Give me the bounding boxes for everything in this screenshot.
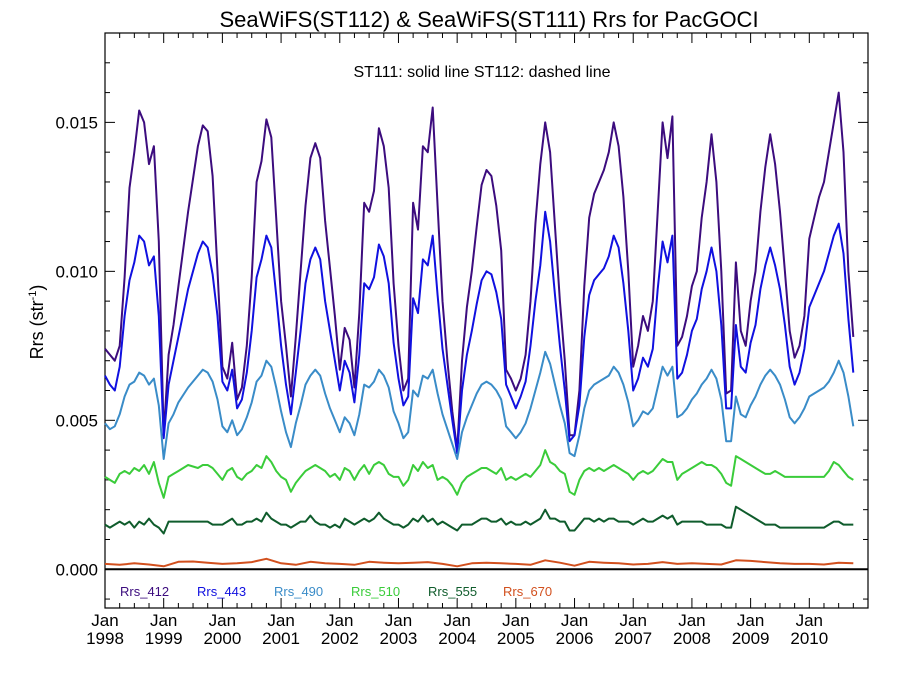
x-tick-month-label: Jan [209,611,236,630]
legend-entry-rrs-443: Rrs_443 [197,584,246,599]
y-tick-label: 0.015 [55,113,98,132]
x-tick-month-label: Jan [443,611,470,630]
series-line-rrs-490 [104,350,855,460]
x-tick-month-label: Jan [561,611,588,630]
x-tick-month-label: Jan [796,611,823,630]
y-axis-label-end: ) [27,285,47,291]
y-axis-label-superscript: -1 [27,291,39,301]
y-axis-label: Rrs (str-1) [27,285,47,360]
y-axis: 0.000 0.005 0.010 0.015 [55,32,868,600]
line-style-annotation: ST111: solid line ST112: dashed line [353,64,610,81]
x-tick-month-label: Jan [267,611,294,630]
x-tick-year-label: 2007 [614,629,652,648]
legend: Rrs_412 Rrs_443 Rrs_490 Rrs_510 Rrs_555 Rrs_6… [120,584,552,599]
legend-entry-rrs-510: Rrs_510 [351,584,400,599]
x-tick-year-label: 2005 [497,629,535,648]
x-tick-month-label: Jan [385,611,412,630]
x-tick-month-label: Jan [326,611,353,630]
series-line-rrs-412 [104,91,855,452]
x-tick-year-label: 2009 [732,629,770,648]
series-line-rrs-670 [104,557,854,568]
x-tick-year-label: 2002 [321,629,359,648]
legend-entry-rrs-490: Rrs_490 [274,584,323,599]
y-tick-label: 0.010 [55,262,98,281]
x-tick-month-label: Jan [737,611,764,630]
x-tick-month-label: Jan [620,611,647,630]
legend-entry-rrs-670: Rrs_670 [503,584,552,599]
x-tick-year-label: 1998 [86,629,124,648]
y-axis-label-main: Rrs (str [27,300,47,359]
x-tick-month-label: Jan [91,611,118,630]
x-tick-year-label: 2010 [790,629,828,648]
x-tick-year-label: 2001 [262,629,300,648]
y-tick-label: 0.000 [55,560,98,579]
series-line-rrs-443 [104,210,855,455]
legend-entry-rrs-555: Rrs_555 [428,584,477,599]
series-layer [104,91,855,568]
x-tick-year-label: 2000 [203,629,241,648]
x-tick-year-label: 1999 [145,629,183,648]
series-line-rrs-555 [104,505,854,535]
x-tick-year-label: 2008 [673,629,711,648]
x-tick-year-label: 2006 [556,629,594,648]
x-tick-year-label: 2004 [438,629,476,648]
series-line-rrs-510 [104,449,854,499]
x-tick-month-label: Jan [502,611,529,630]
legend-entry-rrs-412: Rrs_412 [120,584,169,599]
y-tick-label: 0.005 [55,411,98,430]
x-axis: Jan1998Jan1999Jan2000Jan2001Jan2002Jan20… [86,33,854,648]
x-tick-year-label: 2003 [380,629,418,648]
x-tick-month-label: Jan [678,611,705,630]
x-tick-month-label: Jan [150,611,177,630]
chart-title: SeaWiFS(ST112) & SeaWiFS(ST111) Rrs for … [219,7,758,32]
